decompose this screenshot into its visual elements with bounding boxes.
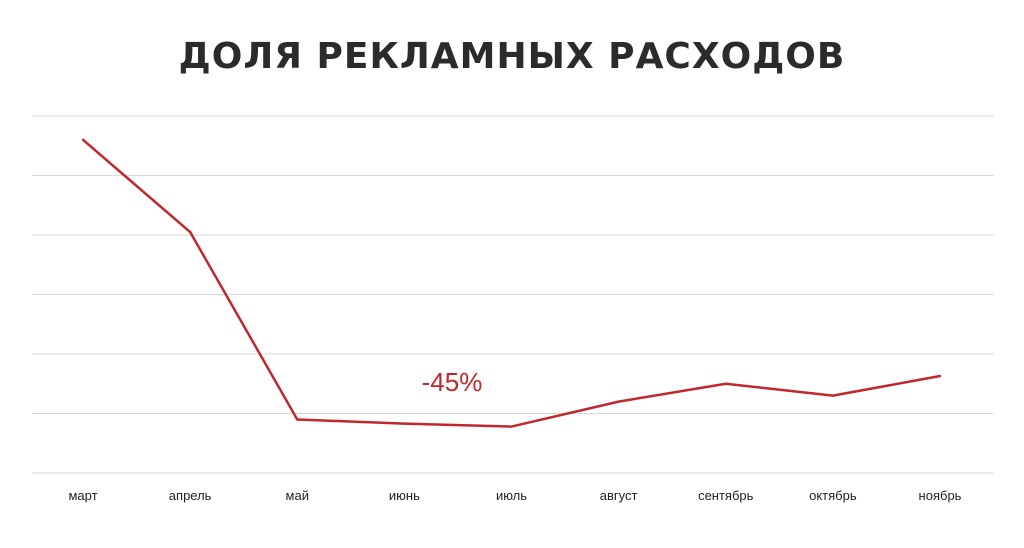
data-point xyxy=(81,138,85,141)
data-point xyxy=(724,382,727,385)
data-point xyxy=(403,422,406,425)
x-tick-label: март xyxy=(68,488,97,503)
data-point xyxy=(617,400,620,403)
x-tick-label: апрель xyxy=(169,488,212,503)
x-tick-label: август xyxy=(600,488,638,503)
x-tick-label: сентябрь xyxy=(698,488,754,503)
x-tick-label: май xyxy=(286,488,309,503)
x-axis-ticks: март апрель май июнь июль август сентябрь октяб… xyxy=(68,488,961,503)
data-point xyxy=(938,374,942,378)
series-group xyxy=(81,138,942,428)
x-tick-label: октябрь xyxy=(809,488,857,503)
data-point xyxy=(831,394,835,397)
x-tick-label: июль xyxy=(496,488,527,503)
x-tick-label: ноябрь xyxy=(919,488,962,503)
gridlines xyxy=(32,115,994,474)
data-point xyxy=(510,425,513,428)
series-line xyxy=(82,138,941,428)
data-point xyxy=(188,230,192,234)
data-point xyxy=(296,418,299,421)
chart-title: ДОЛЯ РЕКЛАМНЫХ РАСХОДОВ xyxy=(178,36,846,77)
x-tick-label: июнь xyxy=(389,488,420,503)
change-annotation: -45% xyxy=(422,367,483,397)
